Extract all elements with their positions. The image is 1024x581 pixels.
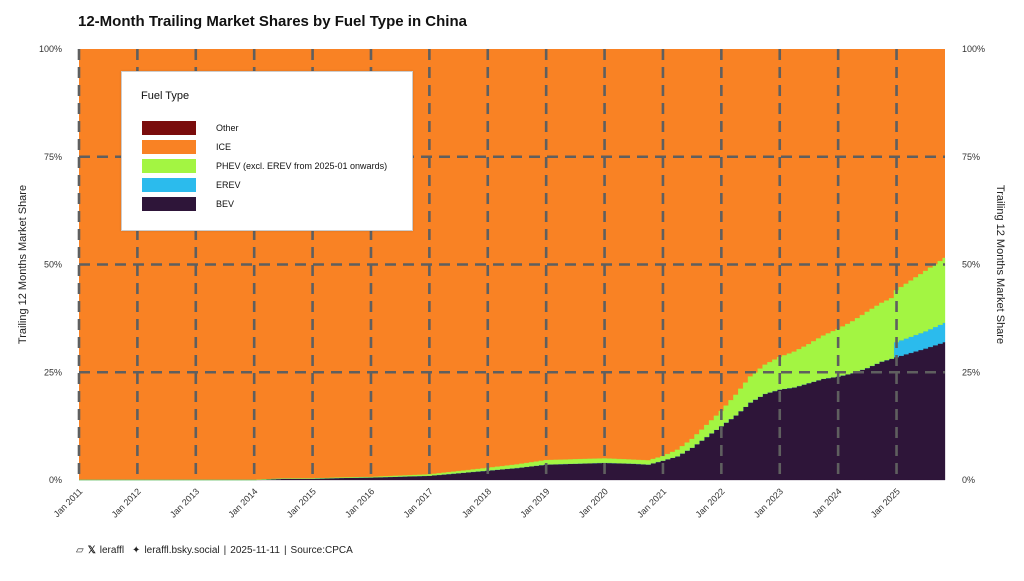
x-tick-label: Jan 2013 xyxy=(168,486,201,519)
x-tick-label: Jan 2024 xyxy=(810,486,843,519)
x-tick-label: Jan 2025 xyxy=(869,486,902,519)
legend-label-phev: PHEV (excl. EREV from 2025-01 onwards) xyxy=(216,161,388,171)
legend-title: Fuel Type xyxy=(141,90,190,102)
legend-swatch-bev xyxy=(142,197,196,211)
y-tick-label-right: 25% xyxy=(962,367,980,377)
legend-label-bev: BEV xyxy=(216,199,235,209)
y-axis-label-left: Trailing 12 Months Market Share xyxy=(17,185,29,344)
legend-swatch-phev xyxy=(142,159,196,173)
legend-label-other: Other xyxy=(216,123,239,133)
bluesky-icon: ✦ xyxy=(132,545,141,556)
x-tick-label: Jan 2020 xyxy=(577,486,610,519)
legend-swatch-ice xyxy=(142,140,196,154)
x-tick-label: Jan 2017 xyxy=(402,486,435,519)
y-tick-label-right: 0% xyxy=(962,475,975,485)
series-phev-area xyxy=(79,257,946,481)
mastodon-icon: ▱ xyxy=(76,545,84,556)
footer-separator: | xyxy=(223,545,227,556)
x-tick-label: Jan 2019 xyxy=(518,486,551,519)
y-tick-label-right: 100% xyxy=(962,44,985,54)
y-tick-label-left: 50% xyxy=(44,260,62,270)
legend-item-ice: ICE xyxy=(142,140,231,154)
y-tick-label-left: 75% xyxy=(44,152,62,162)
y-tick-label-left: 25% xyxy=(44,367,62,377)
y-axis-label-right: Trailing 12 Months Market Share xyxy=(994,185,1006,344)
legend-item-erev: EREV xyxy=(142,178,241,192)
x-tick-label: Jan 2018 xyxy=(460,486,493,519)
legend: Fuel Type Other ICE PHEV (excl. EREV fro… xyxy=(121,71,413,231)
legend-item-phev: PHEV (excl. EREV from 2025-01 onwards) xyxy=(142,159,387,173)
legend-swatch-other xyxy=(142,121,196,135)
legend-item-bev: BEV xyxy=(142,197,234,211)
x-tick-label: Jan 2023 xyxy=(752,486,785,519)
y-tick-label-right: 75% xyxy=(962,152,980,162)
x-tick-label: Jan 2011 xyxy=(52,486,85,519)
x-tick-label: Jan 2016 xyxy=(343,486,376,519)
legend-swatch-erev xyxy=(142,178,196,192)
legend-label-ice: ICE xyxy=(216,142,232,152)
x-icon: 𝕏 xyxy=(87,545,96,556)
footer-date: 2025-11-11 xyxy=(230,545,280,556)
x-tick-label: Jan 2014 xyxy=(226,486,259,519)
footer-handle: leraffl xyxy=(99,545,125,556)
x-tick-label: Jan 2022 xyxy=(693,486,726,519)
y-tick-label-left: 0% xyxy=(49,475,62,485)
footer-source: Source:CPCA xyxy=(290,545,353,556)
x-tick-label: Jan 2015 xyxy=(285,486,318,519)
x-tick-label: Jan 2012 xyxy=(110,486,143,519)
footer-bsky: leraffl.bsky.social xyxy=(144,545,220,556)
y-tick-label-right: 50% xyxy=(962,260,980,270)
x-tick-label: Jan 2021 xyxy=(635,486,668,519)
footer-separator: | xyxy=(283,545,287,556)
legend-label-erev: EREV xyxy=(216,180,241,190)
legend-item-other: Other xyxy=(142,121,239,135)
y-tick-label-left: 100% xyxy=(39,44,62,54)
chart-title: 12-Month Trailing Market Shares by Fuel … xyxy=(78,13,467,30)
footer: ▱ 𝕏 leraffl ✦ leraffl.bsky.social | 2025… xyxy=(76,545,353,556)
